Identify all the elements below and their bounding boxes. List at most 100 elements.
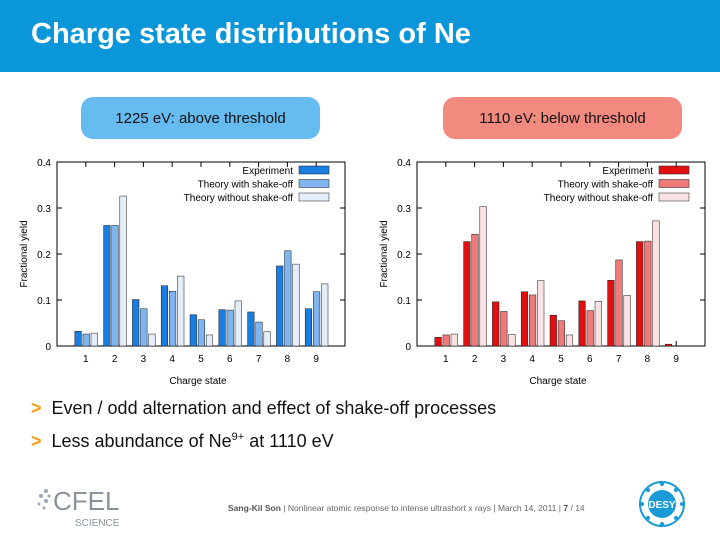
x-tick-label: 4: [169, 354, 175, 365]
y-tick-label: 0.3: [37, 204, 51, 215]
x-tick-label: 7: [256, 354, 262, 365]
bar-theory-no-shakeoff: [119, 195, 127, 347]
bar-theory-shakeoff: [557, 320, 565, 347]
x-tick-label: 1: [83, 354, 89, 365]
bar-theory-shakeoff: [644, 240, 652, 347]
x-axis-label: Charge state: [529, 376, 587, 387]
legend-swatch: [298, 165, 330, 175]
bar-theory-no-shakeoff: [565, 334, 574, 347]
legend-label: Theory without shake-off: [544, 193, 654, 204]
footer-author: Sang-Kil Son: [228, 503, 281, 513]
bullet-superscript: 9+: [231, 431, 245, 443]
bar-experiment: [636, 241, 644, 347]
bar-theory-shakeoff: [500, 311, 508, 347]
bar-experiment: [664, 343, 673, 347]
bar-theory-shakeoff: [197, 319, 205, 347]
footer-page: 7: [563, 503, 569, 513]
bar-experiment: [189, 314, 197, 347]
cfel-logo: CFEL SCIENCE: [37, 486, 120, 529]
legend-label: Theory without shake-off: [184, 193, 294, 204]
x-tick-label: 5: [198, 354, 204, 365]
x-tick-label: 2: [112, 354, 118, 365]
bar-theory-no-shakeoff: [450, 333, 458, 347]
x-tick-label: 8: [645, 354, 651, 365]
bar-theory-no-shakeoff: [623, 295, 631, 347]
footer-talk: Nonlinear atomic response to intense ult…: [287, 503, 491, 513]
y-axis-label: Fractional yield: [19, 220, 30, 287]
chart-1225ev: 0 0.1 0.2 0.3 0.4 Fractional yield Charge stat…: [19, 158, 346, 387]
bar-experiment: [607, 279, 615, 347]
title-bar: Charge state distributions of Ne: [0, 0, 720, 72]
x-tick-label: 4: [529, 354, 535, 365]
bar-experiment: [132, 299, 140, 347]
y-tick-label: 0.1: [37, 296, 51, 307]
x-axis-label: Charge state: [169, 376, 227, 387]
bullet-item: > Even / odd alternation and effect of sh…: [31, 398, 496, 419]
bar-theory-shakeoff: [82, 333, 90, 347]
right-condition-label: 1110 eV: below threshold: [443, 97, 682, 139]
y-axis-label: Fractional yield: [379, 220, 390, 287]
bar-experiment: [276, 265, 284, 347]
y-tick-label: 0.1: [397, 296, 411, 307]
bar-theory-shakeoff: [284, 250, 292, 347]
bar-experiment: [247, 311, 255, 347]
bullet-marker: >: [31, 431, 42, 451]
legend-swatch: [658, 165, 690, 175]
bar-experiment: [549, 314, 557, 347]
bar-theory-no-shakeoff: [508, 334, 516, 347]
bullet-text-end: at 1110 eV: [244, 431, 334, 451]
cfel-logo-text: CFEL: [53, 486, 119, 516]
bar-experiment: [74, 331, 82, 347]
cfel-logo-sub: SCIENCE: [75, 518, 120, 529]
x-tick-label: 7: [616, 354, 622, 365]
legend-swatch: [298, 179, 330, 188]
x-tick-label: 3: [501, 354, 507, 365]
bar-theory-no-shakeoff: [594, 301, 602, 347]
bar-experiment: [492, 301, 500, 347]
bar-experiment: [578, 300, 586, 347]
bullet-item: > Less abundance of Ne9+ at 1110 eV: [31, 431, 334, 452]
bar-experiment: [434, 337, 442, 347]
bar-theory-shakeoff: [255, 321, 263, 347]
x-tick-label: 1: [443, 354, 449, 365]
y-tick-label: 0.3: [397, 204, 411, 215]
bar-theory-shakeoff: [140, 308, 148, 347]
legend-label: Experiment: [242, 166, 293, 177]
bar-theory-no-shakeoff: [321, 283, 329, 347]
bar-theory-no-shakeoff: [292, 263, 300, 347]
desy-logo: DESY: [639, 481, 685, 527]
bar-theory-no-shakeoff: [479, 206, 487, 347]
bar-theory-no-shakeoff: [177, 275, 185, 347]
x-tick-label: 9: [313, 354, 319, 365]
bar-experiment: [304, 308, 313, 347]
x-tick-label: 6: [227, 354, 233, 365]
y-tick-label: 0.2: [397, 250, 411, 261]
y-tick-label: 0: [405, 342, 411, 353]
bar-theory-no-shakeoff: [263, 331, 271, 347]
bar-theory-shakeoff: [586, 310, 594, 347]
bar-theory-shakeoff: [529, 294, 537, 347]
x-tick-label: 6: [587, 354, 593, 365]
chart-1110ev: 0 0.1 0.2 0.3 0.4 Fractional yield Charge stat…: [379, 158, 706, 387]
x-tick-label: 3: [141, 354, 147, 365]
bar-theory-shakeoff: [442, 334, 450, 347]
bar-theory-shakeoff: [226, 309, 234, 347]
bar-experiment: [160, 285, 169, 347]
legend-swatch: [658, 179, 690, 188]
bar-theory-shakeoff: [111, 225, 119, 347]
bar-theory-no-shakeoff: [90, 332, 98, 347]
bar-experiment: [520, 291, 529, 347]
bar-theory-shakeoff: [471, 233, 479, 347]
bar-theory-shakeoff: [615, 259, 623, 347]
x-tick-label: 5: [558, 354, 564, 365]
y-tick-label: 0.4: [37, 158, 51, 169]
bar-theory-no-shakeoff: [537, 280, 545, 347]
bar-theory-no-shakeoff: [652, 220, 660, 347]
y-tick-label: 0.2: [37, 250, 51, 261]
footer-total: 14: [575, 503, 585, 513]
slide-title: Charge state distributions of Ne: [31, 18, 471, 50]
bar-experiment: [463, 241, 471, 347]
legend-swatch: [298, 192, 330, 202]
footer-info: Sang-Kil Son | Nonlinear atomic response…: [228, 503, 585, 513]
bar-experiment: [218, 309, 226, 347]
